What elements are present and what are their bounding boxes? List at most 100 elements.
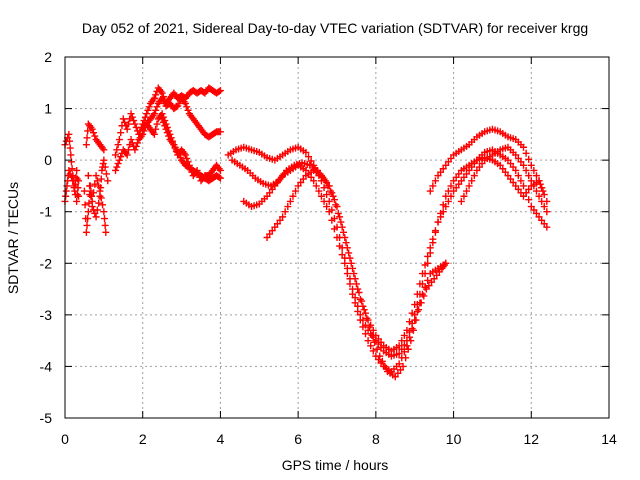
data-point xyxy=(527,161,535,169)
data-point xyxy=(514,172,522,180)
data-point xyxy=(216,87,224,95)
data-point xyxy=(96,192,104,200)
x-tick-label: 6 xyxy=(294,431,302,447)
data-point xyxy=(286,197,294,205)
y-tick-label: 1 xyxy=(44,101,52,117)
data-point xyxy=(418,290,426,298)
data-point xyxy=(429,182,437,190)
data-point xyxy=(121,118,129,126)
data-point xyxy=(284,203,292,211)
data-point xyxy=(124,146,132,154)
data-point xyxy=(184,158,192,166)
data-point xyxy=(420,292,428,300)
data-point xyxy=(93,177,101,185)
data-point xyxy=(538,184,546,192)
data-point xyxy=(163,129,171,137)
data-point xyxy=(338,251,346,259)
data-point xyxy=(67,173,75,181)
data-point xyxy=(325,182,333,190)
data-point xyxy=(131,120,139,128)
data-point xyxy=(127,136,135,144)
data-point xyxy=(361,309,369,317)
data-point xyxy=(421,283,429,291)
data-point xyxy=(329,192,337,200)
data-point xyxy=(113,146,121,154)
data-point xyxy=(403,326,411,334)
data-point xyxy=(320,197,328,205)
data-point xyxy=(337,218,345,226)
data-point xyxy=(411,301,419,309)
data-point xyxy=(341,259,349,267)
data-point xyxy=(85,199,93,207)
data-point xyxy=(361,330,369,338)
data-point xyxy=(289,192,297,200)
data-point xyxy=(395,360,403,368)
data-point xyxy=(100,156,108,164)
data-point xyxy=(97,184,105,192)
data-point xyxy=(215,173,223,181)
data-point xyxy=(350,270,358,278)
data-point xyxy=(399,362,407,370)
data-point xyxy=(305,153,313,161)
data-point xyxy=(67,151,75,159)
data-point xyxy=(343,270,351,278)
data-point xyxy=(216,166,224,174)
data-point xyxy=(216,174,224,182)
data-point xyxy=(88,125,96,133)
data-point xyxy=(123,125,131,133)
data-point xyxy=(365,323,373,331)
data-point xyxy=(352,280,360,288)
data-point xyxy=(161,122,169,130)
data-point xyxy=(395,342,403,350)
x-tick-label: 10 xyxy=(446,431,462,447)
data-point xyxy=(187,165,195,173)
data-point xyxy=(345,249,353,257)
data-point xyxy=(347,259,355,267)
data-point xyxy=(171,144,179,152)
data-point xyxy=(367,342,375,350)
data-point xyxy=(354,285,362,293)
data-point xyxy=(400,348,408,356)
data-point xyxy=(356,316,364,324)
data-point xyxy=(520,182,528,190)
data-points-layer xyxy=(61,84,551,381)
data-point xyxy=(470,172,478,180)
data-point xyxy=(332,201,340,209)
data-point xyxy=(141,113,149,121)
data-point xyxy=(336,242,344,250)
x-tick-label: 4 xyxy=(217,431,225,447)
data-point xyxy=(424,252,432,260)
data-point xyxy=(117,129,125,137)
x-tick-label: 0 xyxy=(61,431,69,447)
data-point xyxy=(413,307,421,315)
data-point xyxy=(364,337,372,345)
data-point xyxy=(134,139,142,147)
x-tick-label: 2 xyxy=(139,431,147,447)
data-point xyxy=(354,307,362,315)
y-tick-label: -5 xyxy=(40,410,53,426)
data-point xyxy=(339,228,347,236)
data-point xyxy=(429,235,437,243)
data-point xyxy=(346,254,354,262)
data-point xyxy=(194,170,202,178)
y-tick-label: 0 xyxy=(44,152,52,168)
data-point xyxy=(530,166,538,174)
data-point xyxy=(132,142,140,150)
data-point xyxy=(406,333,414,341)
data-point xyxy=(404,345,412,353)
y-tick-label: -2 xyxy=(40,255,53,271)
data-point xyxy=(152,106,160,114)
data-point xyxy=(522,166,530,174)
data-point xyxy=(74,184,82,192)
data-point xyxy=(538,197,546,205)
data-point xyxy=(442,259,450,267)
data-point xyxy=(158,115,166,123)
data-point xyxy=(369,326,377,334)
data-point xyxy=(99,201,107,209)
data-point xyxy=(525,196,533,204)
data-point xyxy=(91,132,99,140)
data-point xyxy=(117,153,125,161)
data-point xyxy=(520,161,528,169)
data-point xyxy=(84,208,92,216)
